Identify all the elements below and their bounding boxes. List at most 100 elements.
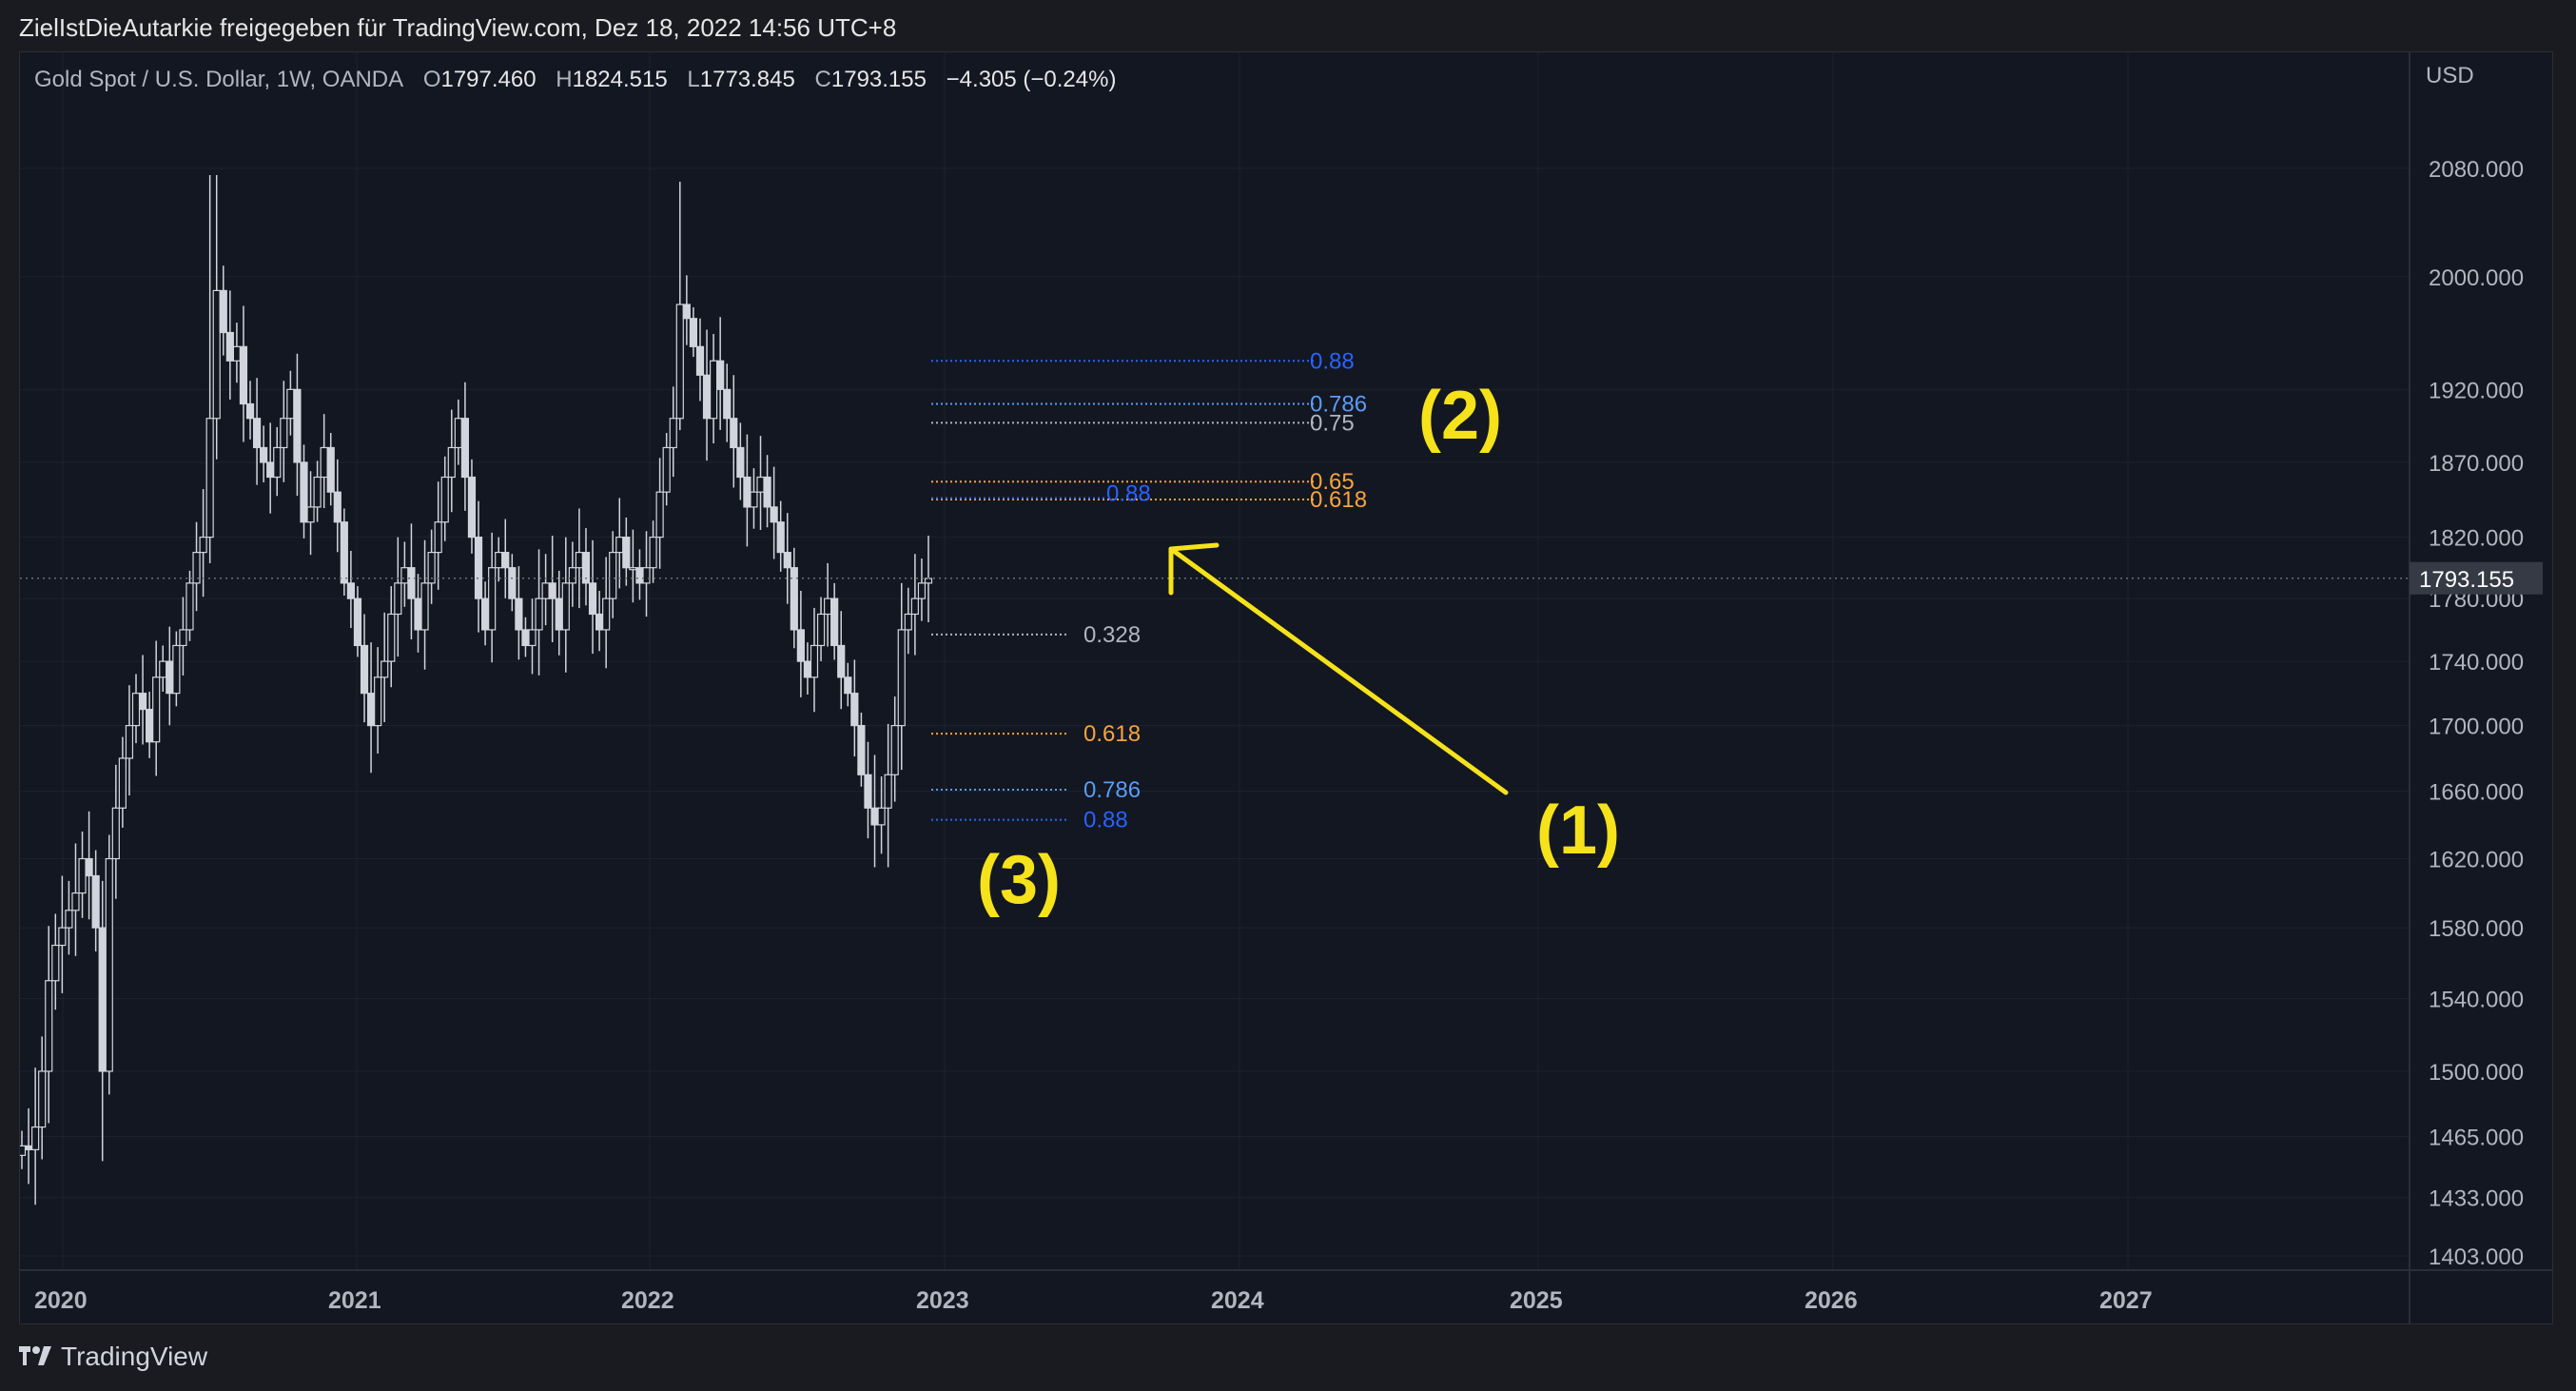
candle[interactable] [602,598,611,631]
candle[interactable] [649,537,657,569]
candle[interactable] [205,418,214,539]
candle[interactable] [31,1126,40,1150]
candle[interactable] [581,552,591,584]
candle[interactable] [521,629,530,647]
candle[interactable] [407,567,416,599]
candle[interactable] [280,418,288,449]
candle[interactable] [131,693,141,727]
candle[interactable] [716,360,725,390]
candle[interactable] [105,857,113,1072]
candle[interactable] [662,446,671,493]
candle[interactable] [904,613,912,631]
annotation-arrow[interactable] [1168,546,1509,795]
candle[interactable] [239,345,248,405]
candle[interactable] [333,491,342,523]
candle[interactable] [91,874,100,929]
candle[interactable] [776,521,785,554]
candle[interactable] [266,461,275,479]
candle[interactable] [71,891,80,911]
candle[interactable] [414,598,422,631]
candle[interactable] [837,644,846,678]
candle[interactable] [702,374,712,420]
candle[interactable] [152,676,161,743]
candle[interactable] [675,304,684,420]
candle[interactable] [535,598,543,631]
candle[interactable] [844,676,852,695]
candle[interactable] [45,980,53,1072]
candle[interactable] [488,567,497,631]
candle[interactable] [770,506,778,523]
candle[interactable] [24,1145,33,1150]
candle[interactable] [381,660,389,678]
candle[interactable] [474,537,483,599]
candle[interactable] [615,537,624,554]
candle[interactable] [179,629,187,647]
candle[interactable] [460,418,470,479]
candle[interactable] [111,807,120,860]
candle[interactable] [366,693,376,727]
price-chart[interactable]: 2080.000 2000.000 1920.000 1870.000 1820.000… [20,52,2552,1323]
candle[interactable] [890,725,899,775]
candle[interactable] [245,402,255,420]
candle[interactable] [528,629,537,647]
candle[interactable] [273,446,282,479]
candle[interactable] [313,476,322,508]
candle[interactable] [440,476,449,523]
candle[interactable] [515,598,523,631]
candle[interactable] [568,567,576,584]
chart-pane[interactable]: 2080.000 2000.000 1920.000 1870.000 1820.000… [19,51,2553,1324]
candle[interactable] [756,476,765,493]
candle[interactable] [816,613,826,647]
candle[interactable] [857,725,866,775]
candle[interactable] [212,289,221,420]
candle[interactable] [85,857,93,877]
candle[interactable] [877,807,886,826]
candle[interactable] [495,552,503,569]
annotation-label[interactable]: (2) [1418,378,1502,454]
candle[interactable] [185,582,194,631]
candle[interactable] [803,660,812,678]
candle[interactable] [293,388,302,463]
candle[interactable] [172,644,181,695]
candle[interactable] [51,944,60,982]
candle[interactable] [447,446,456,479]
candle[interactable] [225,331,234,362]
candle[interactable] [420,582,429,631]
candle[interactable] [219,289,227,334]
candle[interactable] [790,567,798,631]
candle[interactable] [750,491,758,508]
candle[interactable] [622,537,631,569]
candle[interactable] [320,446,328,479]
candle[interactable] [830,598,839,647]
candle[interactable] [78,857,87,894]
candle[interactable] [669,418,677,449]
candle[interactable] [723,388,732,420]
candle[interactable] [508,567,517,599]
candle[interactable] [824,598,832,616]
candle[interactable] [394,582,402,616]
currency-label[interactable]: USD [2426,63,2474,88]
candle[interactable] [884,774,892,809]
candle[interactable] [864,774,872,809]
candle[interactable] [810,644,819,678]
candle[interactable] [783,552,791,569]
candle[interactable] [629,567,637,571]
candle[interactable] [65,910,73,929]
candle[interactable] [541,582,550,599]
candle[interactable] [642,567,651,584]
candle[interactable] [689,318,698,347]
candle[interactable] [98,927,107,1072]
candle[interactable] [609,552,617,599]
candle[interactable] [655,491,664,539]
candle[interactable] [146,708,154,743]
candle[interactable] [374,676,382,727]
candle[interactable] [695,345,705,376]
candle[interactable] [870,807,879,826]
candle[interactable] [588,582,597,616]
candle[interactable] [561,582,570,631]
candle[interactable] [199,537,207,554]
candle[interactable] [743,476,751,508]
candle[interactable] [595,613,604,631]
candle[interactable] [710,360,718,420]
candle[interactable] [387,613,396,662]
